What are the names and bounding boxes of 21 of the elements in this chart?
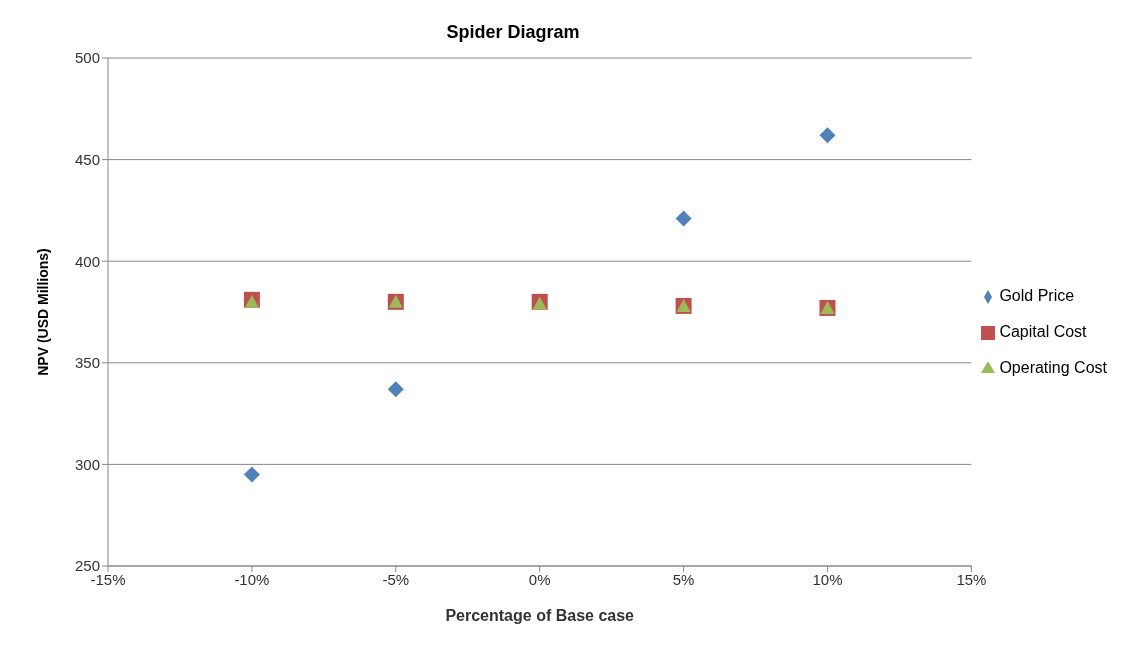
x-tick-label: 0%	[528, 570, 551, 588]
x-axis-title: Percentage of Base case	[445, 607, 635, 624]
x-tick-label: 15%	[956, 570, 987, 588]
x-tick-label: -5%	[382, 570, 410, 588]
y-tick-label: 350	[74, 354, 100, 372]
x-tick-label: 10%	[812, 570, 843, 588]
y-tick-label: 450	[74, 150, 100, 168]
point	[675, 210, 692, 227]
y-tick-label: 400	[74, 252, 100, 270]
x-tick-label: 5%	[672, 570, 695, 588]
y-tick-label: 500	[74, 49, 100, 67]
x-tick-label: -10%	[234, 570, 270, 588]
y-tick-label: 300	[74, 455, 100, 473]
legend-label: Gold Price	[999, 287, 1075, 304]
legend-label: Capital Cost	[999, 323, 1087, 340]
point	[387, 381, 404, 398]
chart-title: Spider Diagram	[446, 22, 580, 42]
point	[243, 466, 260, 483]
point	[819, 127, 836, 144]
y-axis-title: NPV (USD Millions)	[34, 248, 51, 376]
legend-label: Operating Cost	[999, 359, 1107, 376]
